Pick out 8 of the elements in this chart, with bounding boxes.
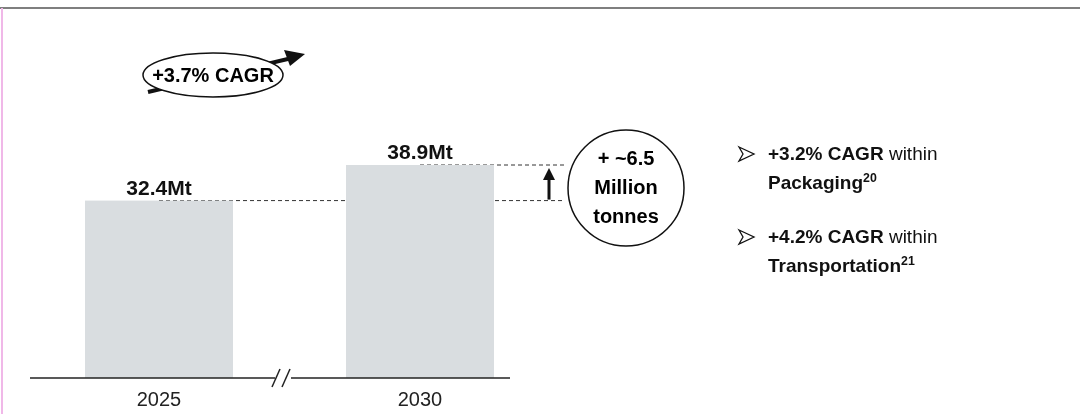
text: +3.2% CAGR within Packaging$^{20}$ — [768, 143, 938, 193]
text: +4.2% CAGR within Transportation$^{21}$ — [768, 226, 938, 276]
text: + ~6.5 Million tonnes — [593, 147, 659, 227]
data-label: 38.9Mt — [387, 140, 453, 163]
data-label: 32.4Mt — [126, 175, 192, 199]
x-tick-label: 2030 — [397, 388, 443, 410]
text: +3.7% CAGR — [152, 64, 275, 86]
x-tick-label: 2025 — [136, 388, 182, 410]
